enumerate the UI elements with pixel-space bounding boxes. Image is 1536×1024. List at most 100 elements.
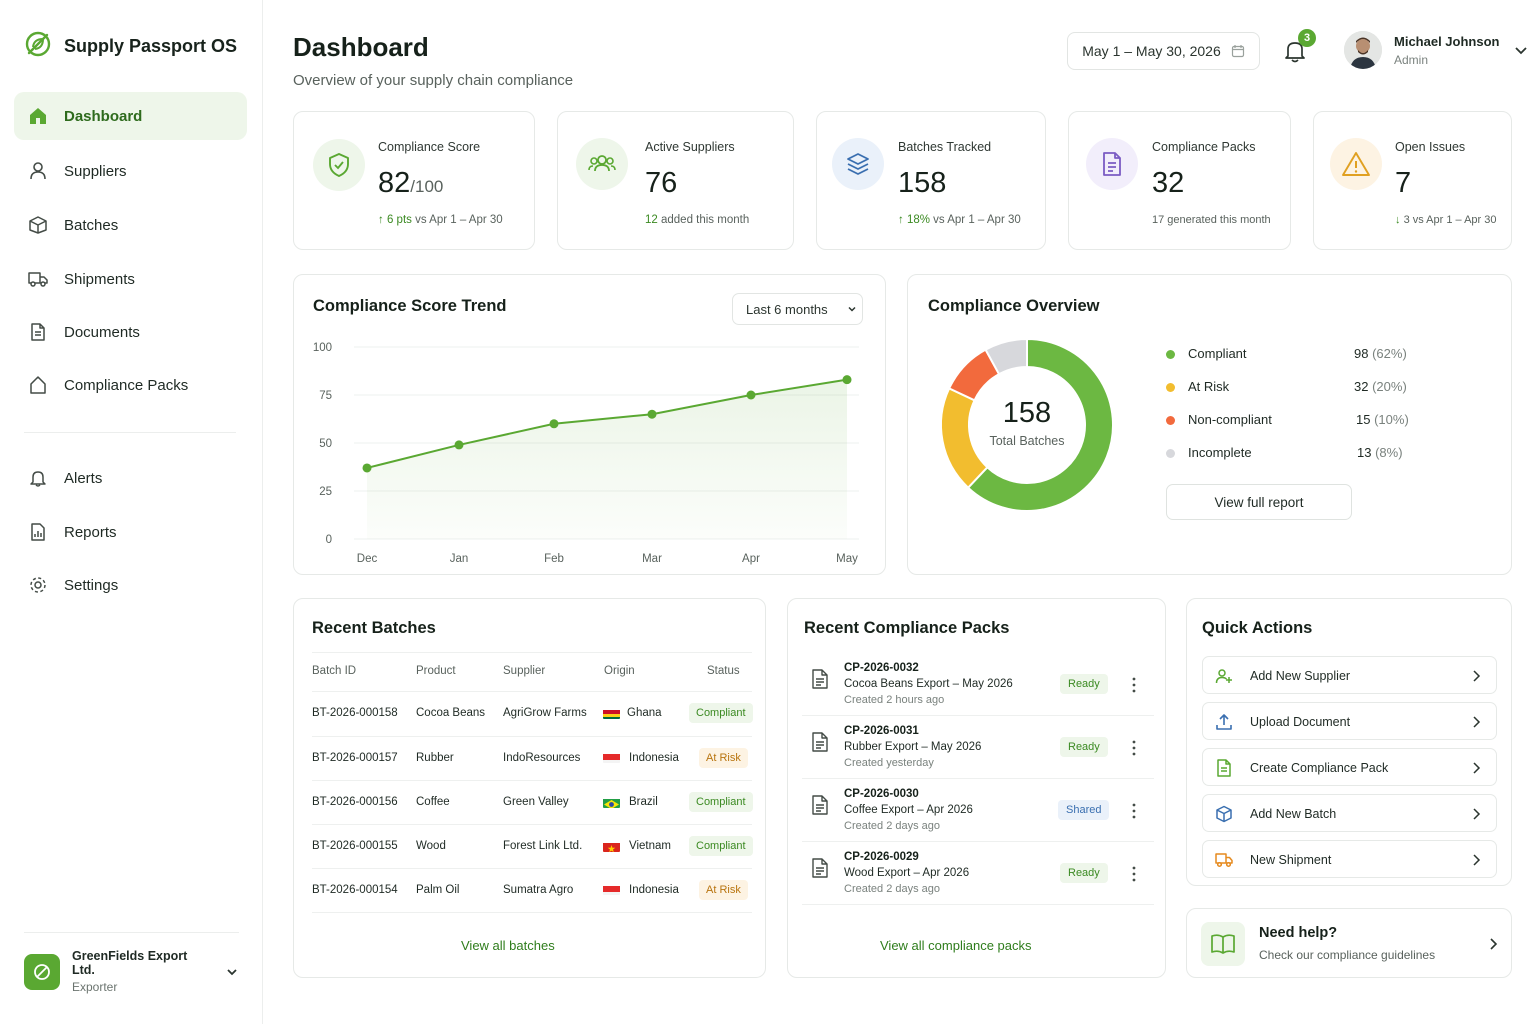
range-select[interactable]: Last 6 months xyxy=(732,293,863,325)
trend-area xyxy=(367,379,847,539)
compliance-overview-card: Compliance Overview 158 Total Batches Co… xyxy=(907,274,1512,575)
section-title: Compliance Score Trend xyxy=(313,297,507,315)
kpi-value: 158 xyxy=(898,167,947,199)
trend-point xyxy=(647,409,657,419)
kpi-delta: 12 added this month xyxy=(645,214,750,226)
kpi-label: Active Suppliers xyxy=(645,140,735,154)
batch-id: BT-2026-000156 xyxy=(312,796,398,808)
add-new-supplier-button[interactable]: Add New Supplier xyxy=(1202,656,1497,694)
list-item[interactable]: CP-2026-0030 Coffee Export – Apr 2026 Cr… xyxy=(802,780,1154,842)
file-text-icon xyxy=(1086,138,1138,190)
y-tick-label: 50 xyxy=(319,438,332,450)
legend-value: 98 (62%) xyxy=(1354,346,1407,361)
sidebar-item-documents[interactable]: Documents xyxy=(14,308,247,356)
nav-divider xyxy=(24,432,236,433)
legend-label: Incomplete xyxy=(1188,445,1252,460)
pack-title: Cocoa Beans Export – May 2026 xyxy=(844,678,1013,690)
chevron-right-icon xyxy=(1473,854,1481,866)
user-plus-icon xyxy=(1215,669,1232,684)
warning-icon xyxy=(1330,138,1382,190)
donut-center-value: 158 xyxy=(1002,397,1052,429)
kpi-card-compliance-score: Compliance Score 82/100 ↑ 6 pts vs Apr 1… xyxy=(293,111,535,250)
list-item[interactable]: CP-2026-0032 Cocoa Beans Export – May 20… xyxy=(802,654,1154,716)
product: Wood xyxy=(416,840,446,852)
org-name: GreenFields Export Ltd. xyxy=(72,949,188,977)
org-switcher[interactable]: GreenFields Export Ltd. Exporter xyxy=(24,932,239,994)
legend-item-incomplete: Incomplete 13 (8%) xyxy=(1166,444,1416,464)
users-icon xyxy=(576,138,628,190)
sidebar-item-alerts[interactable]: Alerts xyxy=(14,454,247,502)
divider xyxy=(312,652,752,653)
sidebar-item-dashboard[interactable]: Dashboard xyxy=(14,92,247,140)
legend-dot xyxy=(1166,416,1175,425)
more-options-icon[interactable] xyxy=(1132,739,1136,757)
upload-document-button[interactable]: Upload Document xyxy=(1202,702,1497,740)
new-shipment-button[interactable]: New Shipment xyxy=(1202,840,1497,878)
section-title: Recent Compliance Packs xyxy=(804,619,1010,637)
supplier: Green Valley xyxy=(503,796,569,808)
view-full-report-button[interactable]: View full report xyxy=(1166,484,1352,520)
document-icon xyxy=(812,795,828,815)
gear-icon xyxy=(30,577,46,593)
sidebar-item-compliance-packs[interactable]: Compliance Packs xyxy=(14,361,247,409)
more-options-icon[interactable] xyxy=(1132,676,1136,694)
pack-title: Wood Export – Apr 2026 xyxy=(844,867,970,879)
sidebar-item-batches[interactable]: Batches xyxy=(14,201,247,249)
product: Coffee xyxy=(416,796,450,808)
view-all-packs-link[interactable]: View all compliance packs xyxy=(880,938,1032,953)
y-tick-label: 0 xyxy=(326,534,332,546)
trend-point xyxy=(362,463,372,473)
chevron-down-icon xyxy=(848,306,856,312)
truck-icon xyxy=(1215,853,1233,868)
legend-item-non-compliant: Non-compliant 15 (10%) xyxy=(1166,411,1416,431)
indonesia-flag-icon xyxy=(603,884,620,895)
action-label: New Shipment xyxy=(1250,853,1332,867)
status-badge: Ready xyxy=(1060,863,1108,883)
pack-time: Created 2 hours ago xyxy=(844,694,945,706)
status-badge: Shared xyxy=(1058,800,1110,820)
divider xyxy=(312,824,752,825)
product: Cocoa Beans xyxy=(416,707,486,719)
sidebar-item-shipments[interactable]: Shipments xyxy=(14,255,247,303)
brazil-flag-icon xyxy=(603,797,620,808)
y-tick-label: 75 xyxy=(319,390,332,402)
more-options-icon[interactable] xyxy=(1132,802,1136,820)
help-card[interactable]: Need help? Check our compliance guidelin… xyxy=(1186,908,1512,978)
document-icon xyxy=(31,323,45,341)
kpi-card-compliance-packs: Compliance Packs 32 17 generated this mo… xyxy=(1068,111,1291,250)
page-subtitle: Overview of your supply chain compliance xyxy=(293,72,574,89)
divider xyxy=(312,912,752,913)
date-range-picker[interactable]: May 1 – May 30, 2026 xyxy=(1067,32,1260,70)
list-item[interactable]: CP-2026-0029 Wood Export – Apr 2026 Crea… xyxy=(802,843,1154,905)
brand[interactable]: Supply Passport OS xyxy=(24,30,237,63)
legend-label: Non-compliant xyxy=(1188,412,1272,427)
notifications-bell-icon[interactable] xyxy=(1282,38,1308,64)
column-header: Status xyxy=(707,665,740,677)
add-new-batch-button[interactable]: Add New Batch xyxy=(1202,794,1497,832)
action-label: Create Compliance Pack xyxy=(1250,761,1389,775)
sidebar-item-label: Compliance Packs xyxy=(64,376,189,394)
section-title: Recent Batches xyxy=(312,619,436,637)
chevron-right-icon xyxy=(1490,938,1498,950)
upload-icon xyxy=(1216,714,1232,730)
view-all-batches-link[interactable]: View all batches xyxy=(461,938,555,953)
sidebar-item-settings[interactable]: Settings xyxy=(14,561,247,609)
pack-time: Created yesterday xyxy=(844,757,934,769)
list-item[interactable]: CP-2026-0031 Rubber Export – May 2026 Cr… xyxy=(802,717,1154,779)
trend-point xyxy=(842,375,852,385)
create-compliance-pack-button[interactable]: Create Compliance Pack xyxy=(1202,748,1497,786)
trend-line-chart: 100 75 50 25 0 Dec Jan Feb Mar Apr May xyxy=(313,342,859,565)
kpi-label: Batches Tracked xyxy=(898,140,992,154)
sidebar-item-reports[interactable]: Reports xyxy=(14,508,247,556)
legend-value: 13 (8%) xyxy=(1357,445,1403,460)
kpi-delta: ↑ 6 pts vs Apr 1 – Apr 30 xyxy=(378,214,503,226)
sidebar-item-suppliers[interactable]: Suppliers xyxy=(14,147,247,195)
pack-title: Coffee Export – Apr 2026 xyxy=(844,804,973,816)
sidebar-item-label: Dashboard xyxy=(64,107,143,125)
more-options-icon[interactable] xyxy=(1132,865,1136,883)
batch-id: BT-2026-000154 xyxy=(312,884,398,896)
shield-check-icon xyxy=(313,139,365,191)
user-menu[interactable]: Michael Johnson Admin xyxy=(1344,31,1529,69)
y-tick-label: 25 xyxy=(319,486,332,498)
section-title: Quick Actions xyxy=(1202,619,1313,637)
